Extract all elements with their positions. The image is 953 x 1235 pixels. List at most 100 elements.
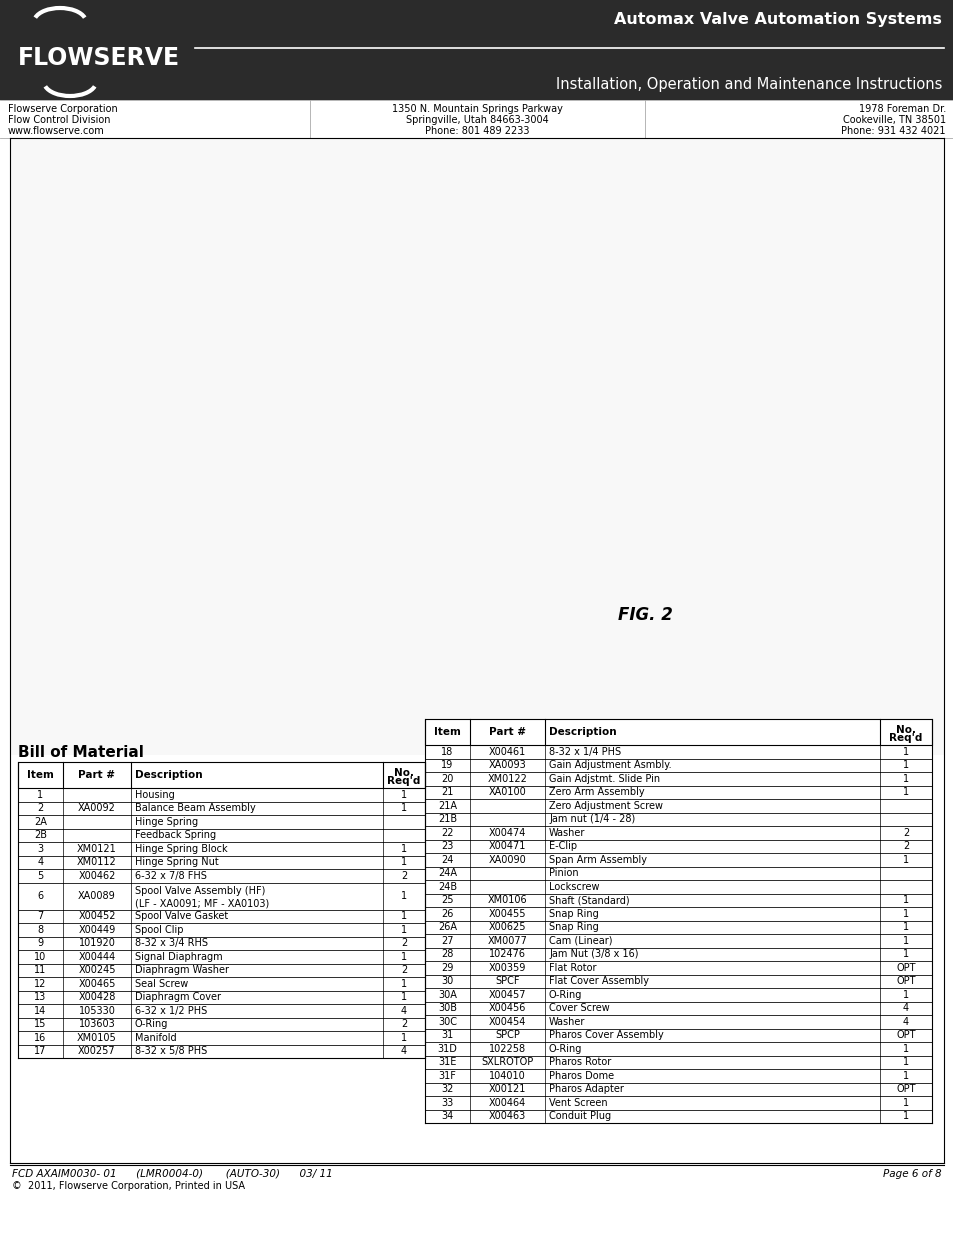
Text: 1: 1 xyxy=(902,989,908,1000)
Text: Snap Ring: Snap Ring xyxy=(548,909,598,919)
Text: 1: 1 xyxy=(902,1098,908,1108)
Text: ©  2011, Flowserve Corporation, Printed in USA: © 2011, Flowserve Corporation, Printed i… xyxy=(12,1181,245,1191)
Text: 2: 2 xyxy=(902,827,908,837)
Text: 102258: 102258 xyxy=(489,1044,525,1053)
Text: Washer: Washer xyxy=(548,1016,585,1026)
Text: 102476: 102476 xyxy=(489,950,525,960)
Bar xyxy=(424,772,931,785)
Text: Page 6 of 8: Page 6 of 8 xyxy=(882,1170,941,1179)
Bar xyxy=(18,883,424,909)
Text: X00359: X00359 xyxy=(488,963,526,973)
Bar xyxy=(424,785,931,799)
Text: 103603: 103603 xyxy=(78,1019,115,1029)
Text: OPT: OPT xyxy=(895,963,915,973)
Text: 105330: 105330 xyxy=(78,1005,115,1015)
Text: Balance Beam Assembly: Balance Beam Assembly xyxy=(135,803,255,814)
Text: Installation, Operation and Maintenance Instructions: Installation, Operation and Maintenance … xyxy=(555,77,941,91)
Text: 30A: 30A xyxy=(437,989,456,1000)
Bar xyxy=(18,950,424,963)
Text: Description: Description xyxy=(135,769,202,781)
Text: 1: 1 xyxy=(400,979,407,989)
Text: XA0093: XA0093 xyxy=(488,761,526,771)
Text: 27: 27 xyxy=(441,936,454,946)
Text: 6-32 x 1/2 PHS: 6-32 x 1/2 PHS xyxy=(135,1005,207,1015)
Text: X00121: X00121 xyxy=(488,1084,526,1094)
Text: Gain Adjstmt. Slide Pin: Gain Adjstmt. Slide Pin xyxy=(548,774,659,784)
Bar xyxy=(424,1070,931,1083)
Bar xyxy=(424,840,931,853)
Bar xyxy=(424,799,931,813)
Bar xyxy=(424,1029,931,1042)
Text: 17: 17 xyxy=(34,1046,47,1056)
Text: X00457: X00457 xyxy=(488,989,526,1000)
Text: Flat Cover Assembly: Flat Cover Assembly xyxy=(548,976,648,987)
Text: 1: 1 xyxy=(400,857,407,867)
Text: 1: 1 xyxy=(902,787,908,798)
Text: Hinge Spring Nut: Hinge Spring Nut xyxy=(135,857,218,867)
Text: 1: 1 xyxy=(400,1032,407,1042)
Text: 25: 25 xyxy=(441,895,454,905)
Text: Cookeville, TN 38501: Cookeville, TN 38501 xyxy=(842,115,945,125)
Bar xyxy=(18,1004,424,1018)
Text: 1: 1 xyxy=(902,923,908,932)
Text: 2: 2 xyxy=(400,1019,407,1029)
Text: 1: 1 xyxy=(902,909,908,919)
Text: Manifold: Manifold xyxy=(135,1032,176,1042)
Text: 1: 1 xyxy=(902,936,908,946)
Text: Diaphragm Washer: Diaphragm Washer xyxy=(135,966,229,976)
Text: 1: 1 xyxy=(400,789,407,800)
Text: 2: 2 xyxy=(902,841,908,851)
Text: 8-32 x 3/4 RHS: 8-32 x 3/4 RHS xyxy=(135,939,208,948)
Text: 16: 16 xyxy=(34,1032,47,1042)
Text: FCD AXAIM0030- 01      (LMR0004-0)       (AUTO-30)      03/ 11: FCD AXAIM0030- 01 (LMR0004-0) (AUTO-30) … xyxy=(12,1170,333,1179)
Bar xyxy=(424,758,931,772)
Text: 15: 15 xyxy=(34,1019,47,1029)
Text: 8: 8 xyxy=(37,925,44,935)
Bar xyxy=(0,0,953,100)
Text: 1: 1 xyxy=(400,911,407,921)
Text: 2: 2 xyxy=(400,966,407,976)
Bar xyxy=(18,990,424,1004)
Text: 31: 31 xyxy=(441,1030,453,1040)
Text: 1: 1 xyxy=(902,1112,908,1121)
Text: 26A: 26A xyxy=(437,923,456,932)
Text: 30B: 30B xyxy=(437,1003,456,1013)
Bar xyxy=(424,867,931,881)
Text: 7: 7 xyxy=(37,911,44,921)
Text: Vent Screen: Vent Screen xyxy=(548,1098,607,1108)
Bar xyxy=(424,961,931,974)
Text: Bill of Material: Bill of Material xyxy=(18,745,144,760)
Text: Flowserve Corporation: Flowserve Corporation xyxy=(8,104,117,114)
Text: 21A: 21A xyxy=(437,800,456,810)
Bar xyxy=(18,1045,424,1058)
Bar xyxy=(424,881,931,893)
Text: Springville, Utah 84663-3004: Springville, Utah 84663-3004 xyxy=(406,115,548,125)
Text: 30: 30 xyxy=(441,976,453,987)
Bar xyxy=(18,1018,424,1031)
Bar xyxy=(424,934,931,947)
Text: X00428: X00428 xyxy=(78,992,115,1003)
Text: 104010: 104010 xyxy=(489,1071,525,1081)
Bar xyxy=(18,869,424,883)
Text: Lockscrew: Lockscrew xyxy=(548,882,598,892)
Text: 1: 1 xyxy=(902,1071,908,1081)
Text: 5: 5 xyxy=(37,871,44,881)
Text: XA0090: XA0090 xyxy=(488,855,526,864)
Text: Flow Control Division: Flow Control Division xyxy=(8,115,111,125)
Text: Item: Item xyxy=(27,769,54,781)
Bar xyxy=(424,974,931,988)
Text: 11: 11 xyxy=(34,966,47,976)
Text: O-Ring: O-Ring xyxy=(548,989,581,1000)
Text: Flat Rotor: Flat Rotor xyxy=(548,963,596,973)
Text: X00471: X00471 xyxy=(488,841,526,851)
Bar xyxy=(18,788,424,802)
Bar xyxy=(424,853,931,867)
Text: Pharos Rotor: Pharos Rotor xyxy=(548,1057,611,1067)
Text: FLOWSERVE: FLOWSERVE xyxy=(18,46,180,70)
Bar xyxy=(18,909,424,923)
Text: 1: 1 xyxy=(902,895,908,905)
Text: 19: 19 xyxy=(441,761,453,771)
Text: 1: 1 xyxy=(902,1044,908,1053)
Bar xyxy=(424,813,931,826)
Bar xyxy=(18,936,424,950)
